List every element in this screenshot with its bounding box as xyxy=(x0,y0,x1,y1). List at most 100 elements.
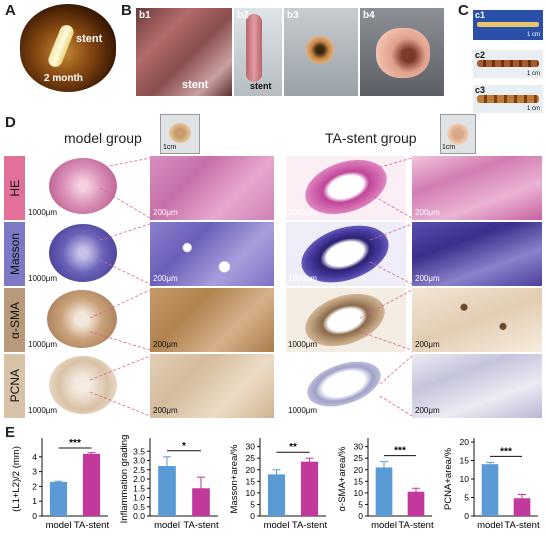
y-tick-label: 3 xyxy=(32,467,37,477)
x-category-label: model xyxy=(371,520,397,531)
panel-b2-photo xyxy=(234,8,282,96)
significance-mark: * xyxy=(182,441,186,452)
pcna-ta-low-scale: 1000μm xyxy=(288,406,318,415)
y-tick-label: 1 xyxy=(32,496,37,506)
masson-model-low-scale: 1000μm xyxy=(28,274,58,283)
bar-ta-stent xyxy=(513,498,531,516)
y-tick-label: 2 xyxy=(32,481,37,491)
panel-b4-label: b4 xyxy=(363,10,375,21)
model-group-title: model group xyxy=(64,130,142,146)
pcna-model-low-scale: 1000μm xyxy=(28,406,58,415)
panel-c2-scale: 1 cm xyxy=(527,71,541,77)
sma-model-high-scale: 200μm xyxy=(153,340,178,349)
panel-b1-stent-label: stent xyxy=(182,79,209,91)
he-ta-low-scale: 1000μm xyxy=(288,208,318,217)
sma-model-low xyxy=(27,288,145,352)
bar-model xyxy=(158,466,176,516)
bar-model xyxy=(267,474,286,516)
pcna-model-high-scale: 200μm xyxy=(153,406,178,415)
bar-model xyxy=(375,467,393,516)
panel-c1-scale: 1 cm xyxy=(527,32,541,38)
y-axis-label: α-SMA+area/% xyxy=(337,446,348,511)
masson-model-high-scale: 200μm xyxy=(153,274,178,283)
model-inset-scale: 1cm xyxy=(163,144,177,151)
y-tick-label: 20 xyxy=(246,465,256,475)
pcna-model-high xyxy=(150,354,274,418)
y-tick-label: 4 xyxy=(32,452,37,462)
panel-c2-photo xyxy=(473,50,543,78)
panel-b4-photo xyxy=(360,8,444,96)
panel-a-letter: A xyxy=(5,2,16,19)
sma-model-low-scale: 1000μm xyxy=(28,340,58,349)
y-tick-label: 0 xyxy=(358,511,363,521)
panel-c1-photo xyxy=(473,10,543,40)
pcna-model-low xyxy=(27,354,145,418)
panel-b2-stent-label: stent xyxy=(250,81,272,91)
he-model-low-scale: 1000μm xyxy=(28,208,58,217)
significance-mark: *** xyxy=(69,438,81,449)
stain-label-sma: α-SMA xyxy=(4,288,25,352)
y-tick-label: 20 xyxy=(354,465,364,475)
y-tick-label: 15 xyxy=(460,456,470,466)
panel-b1-label: b1 xyxy=(139,10,151,21)
panel-c2-label: c2 xyxy=(475,50,486,60)
model-gross-inset xyxy=(160,114,200,154)
y-axis-label: Masson+area/% xyxy=(229,444,240,513)
significance-mark: *** xyxy=(394,446,406,457)
panel-e-letter: E xyxy=(5,424,16,441)
panel-c-letter: C xyxy=(458,2,469,19)
panel-d-letter: D xyxy=(5,114,16,131)
he-ta-low xyxy=(286,156,406,220)
x-category-label: TA-stent xyxy=(398,520,434,531)
y-tick-label: 3.0 xyxy=(133,456,145,466)
sma-model-high xyxy=(150,288,274,352)
y-tick-label: 1.0 xyxy=(133,493,145,503)
panel-a-stent-label: stent xyxy=(76,33,103,45)
sma-ta-high xyxy=(412,288,542,352)
y-tick-label: 5 xyxy=(250,499,255,509)
masson-ta-low-scale: 1000μm xyxy=(288,274,318,283)
x-category-label: model xyxy=(264,520,290,531)
y-tick-label: 10 xyxy=(460,474,470,484)
he-model-low xyxy=(27,156,145,220)
significance-mark: ** xyxy=(289,442,297,453)
y-tick-label: 0 xyxy=(464,511,469,521)
y-axis-label: Inflammation grading xyxy=(119,435,130,524)
masson-model-high xyxy=(150,222,274,286)
bar-model xyxy=(49,481,68,516)
y-tick-label: 10 xyxy=(246,488,256,498)
chart-pcna-area: PCNA+area/% 0 5 10 15 20 model TA-stent *** xyxy=(443,437,540,531)
y-tick-label: 15 xyxy=(354,476,364,486)
panel-b1-photo xyxy=(136,8,232,96)
x-category-label: TA-stent xyxy=(504,520,540,531)
x-category-label: TA-stent xyxy=(183,520,219,531)
y-tick-label: 15 xyxy=(246,476,256,486)
y-tick-label: 30 xyxy=(246,442,256,452)
zoom-connectors xyxy=(89,157,413,417)
x-category-label: model xyxy=(154,520,180,531)
bar-ta-stent xyxy=(300,461,319,516)
y-tick-label: 3.5 xyxy=(133,446,145,456)
chart-lumen-diameter: (L1+L2)/2 (mm) 0 1 2 3 4 model TA-stent *** xyxy=(11,438,109,531)
stain-label-he: HE xyxy=(4,156,25,220)
panel-c1-label: c1 xyxy=(475,10,486,20)
panel-a-endoscopy-photo xyxy=(20,4,116,92)
y-axis-label: (L1+L2)/2 (mm) xyxy=(11,446,22,512)
x-category-label: model xyxy=(46,520,72,531)
y-tick-label: 0.5 xyxy=(133,502,145,512)
y-tick-label: 30 xyxy=(354,442,364,452)
pcna-ta-high xyxy=(412,354,542,418)
he-ta-high-scale: 200μm xyxy=(415,208,440,217)
bar-ta-stent xyxy=(82,453,101,516)
ta-stent-group-title: TA-stent group xyxy=(325,130,417,146)
panel-c3-label: c3 xyxy=(475,85,486,95)
panel-b3-photo xyxy=(284,8,358,96)
significance-mark: *** xyxy=(500,446,512,457)
panel-b2-label: b2 xyxy=(237,10,249,21)
he-model-high xyxy=(150,156,274,220)
ta-inset-scale: 1cm xyxy=(442,144,456,151)
y-tick-label: 0.0 xyxy=(133,511,145,521)
y-tick-label: 2.5 xyxy=(133,465,145,475)
he-ta-high xyxy=(412,156,542,220)
